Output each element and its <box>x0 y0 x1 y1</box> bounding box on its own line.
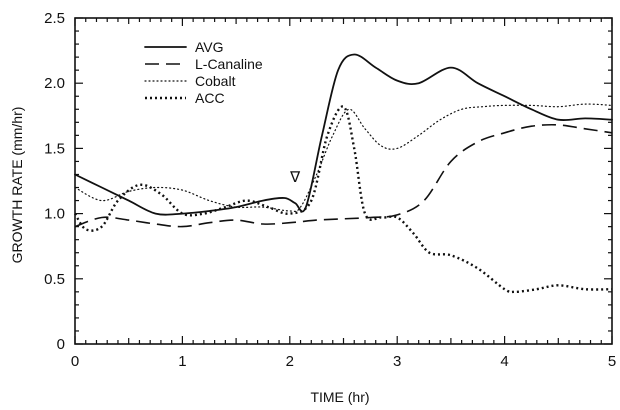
x-tick-label: 4 <box>500 353 508 370</box>
y-tick-label: 1.0 <box>44 206 65 223</box>
plot-border <box>74 17 613 345</box>
series-layer <box>73 53 613 294</box>
x-axis-label: TIME (hr) <box>310 389 369 405</box>
y-tick-label: 0 <box>57 336 65 353</box>
y-tick-label: 0.5 <box>44 271 65 288</box>
x-tick-label: 1 <box>178 353 186 370</box>
x-tick-label: 3 <box>393 353 401 370</box>
y-tick-label: 1.5 <box>44 140 65 157</box>
y-tick-label: 2.0 <box>44 75 65 92</box>
legend-label-l-canaline: L-Canaline <box>195 56 263 72</box>
legend-label-acc: ACC <box>195 90 225 106</box>
x-tick-label: 5 <box>608 353 616 370</box>
y-axis-label: GROWTH RATE (mm/hr) <box>9 107 25 264</box>
x-tick-label: 0 <box>71 353 79 370</box>
x-tick-label: 2 <box>286 353 294 370</box>
series-line-l-canaline <box>74 123 613 228</box>
plot-area <box>74 17 613 345</box>
series-line-acc <box>73 105 613 294</box>
axis-ticks: 0 1 2 3 4 5 0 0.5 1.0 1.5 2.0 2.5 <box>44 10 616 370</box>
legend-label-cobalt: Cobalt <box>195 73 236 89</box>
annotation-marker: ∇ <box>289 169 301 186</box>
series-line-cobalt <box>74 103 613 212</box>
y-tick-label: 2.5 <box>44 10 65 27</box>
legend-label-avg: AVG <box>195 39 224 55</box>
